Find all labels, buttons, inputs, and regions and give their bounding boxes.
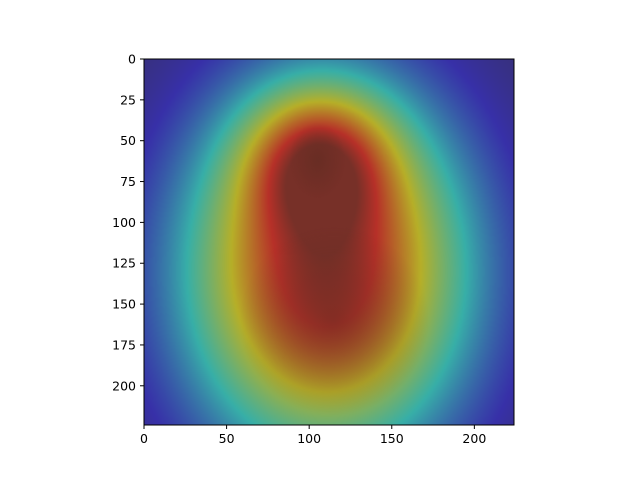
y-tick-label: 200 [112, 378, 136, 393]
portrait-photo-hint [238, 122, 429, 416]
y-tick-label: 50 [120, 133, 136, 148]
portrait-head-shape [289, 122, 346, 199]
x-tick-label: 200 [462, 431, 486, 446]
x-tick-label: 150 [380, 431, 404, 446]
y-tick-label: 25 [120, 92, 136, 107]
y-axis-ticks: 0 25 50 75 100 125 150 175 200 [112, 52, 144, 393]
y-tick-label: 175 [112, 337, 136, 352]
y-tick-label: 100 [112, 215, 136, 230]
plot-area [144, 59, 514, 425]
x-tick-label: 0 [140, 431, 148, 446]
y-tick-label: 0 [128, 52, 136, 67]
portrait-body-shape [238, 225, 429, 416]
y-tick-label: 150 [112, 297, 136, 312]
y-tick-label: 75 [120, 174, 136, 189]
y-tick-label: 125 [112, 256, 136, 271]
axes-frame [143, 58, 515, 426]
x-tick-label: 50 [219, 431, 235, 446]
x-tick-label: 100 [297, 431, 321, 446]
x-axis-ticks: 0 50 100 150 200 [140, 425, 486, 446]
